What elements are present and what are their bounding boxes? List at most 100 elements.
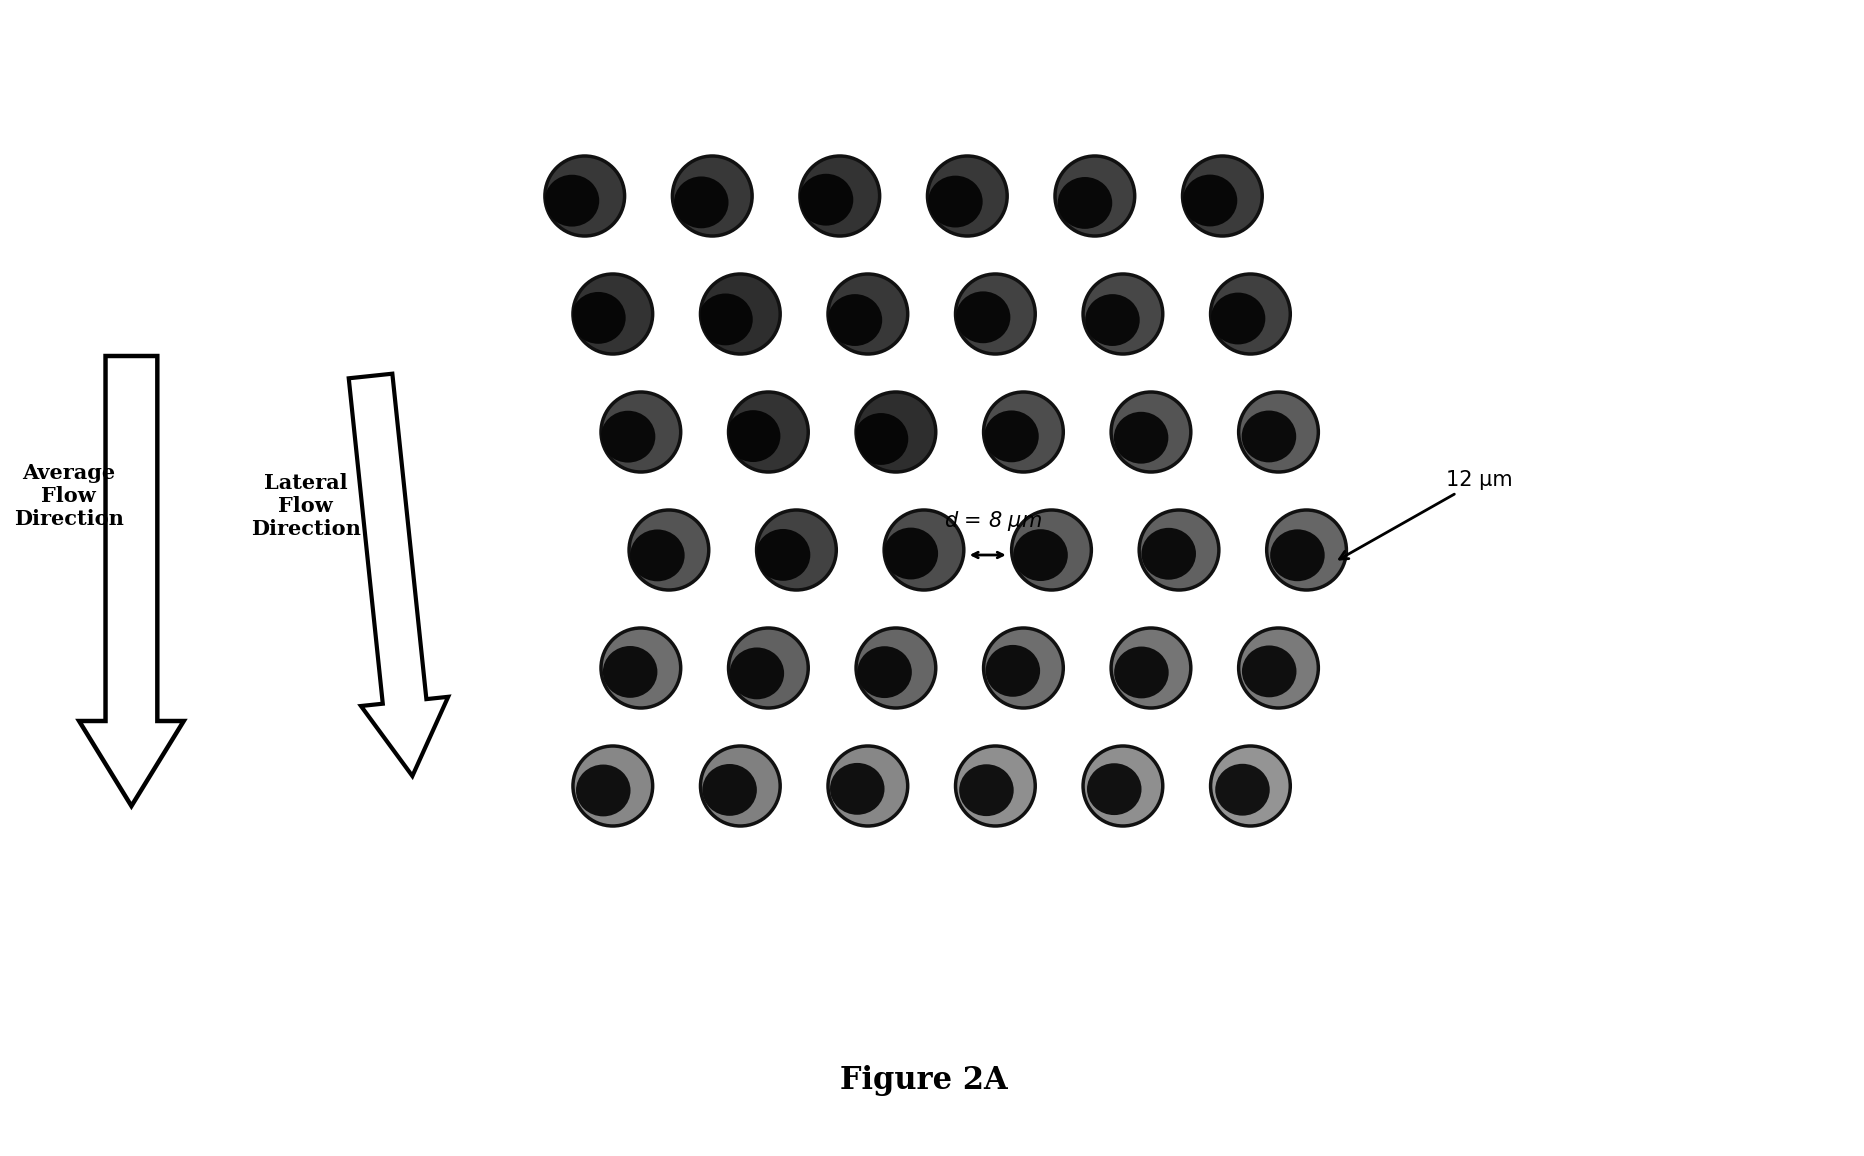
Text: Average
Flow
Direction: Average Flow Direction [13, 462, 123, 529]
Ellipse shape [757, 510, 837, 590]
Ellipse shape [673, 156, 751, 236]
Ellipse shape [828, 274, 908, 354]
Ellipse shape [1111, 392, 1191, 472]
Text: Figure 2A: Figure 2A [839, 1066, 1007, 1097]
Ellipse shape [857, 646, 911, 698]
Ellipse shape [928, 156, 1007, 236]
Ellipse shape [1057, 177, 1113, 229]
Ellipse shape [1212, 292, 1266, 344]
Ellipse shape [960, 764, 1014, 816]
Ellipse shape [856, 392, 936, 472]
Ellipse shape [1241, 645, 1297, 697]
Ellipse shape [884, 527, 938, 579]
Ellipse shape [628, 510, 708, 590]
Ellipse shape [1115, 646, 1169, 698]
Ellipse shape [854, 413, 908, 465]
Ellipse shape [884, 510, 964, 590]
Ellipse shape [600, 410, 656, 462]
Ellipse shape [628, 510, 708, 590]
Ellipse shape [1184, 175, 1238, 227]
Ellipse shape [572, 746, 652, 827]
Ellipse shape [829, 763, 885, 815]
Ellipse shape [1269, 529, 1325, 581]
Ellipse shape [572, 274, 652, 354]
Ellipse shape [701, 274, 781, 354]
Ellipse shape [703, 764, 757, 816]
Ellipse shape [1210, 274, 1290, 354]
Ellipse shape [572, 274, 652, 354]
Ellipse shape [729, 392, 809, 472]
Ellipse shape [701, 746, 781, 827]
Ellipse shape [984, 628, 1062, 707]
Ellipse shape [800, 173, 854, 225]
Ellipse shape [675, 177, 729, 228]
Ellipse shape [984, 628, 1062, 707]
Ellipse shape [986, 645, 1040, 697]
Ellipse shape [1240, 392, 1318, 472]
Ellipse shape [544, 156, 624, 236]
Ellipse shape [600, 628, 680, 707]
Ellipse shape [1240, 628, 1318, 707]
Ellipse shape [1111, 628, 1191, 707]
Ellipse shape [1240, 392, 1318, 472]
Ellipse shape [956, 746, 1035, 827]
Ellipse shape [956, 291, 1010, 343]
Ellipse shape [729, 647, 785, 699]
Ellipse shape [1141, 528, 1197, 579]
Ellipse shape [884, 510, 964, 590]
Text: $d$ = 8 μm: $d$ = 8 μm [943, 509, 1042, 533]
Ellipse shape [600, 392, 680, 472]
Ellipse shape [984, 392, 1062, 472]
Ellipse shape [1210, 746, 1290, 827]
Ellipse shape [828, 294, 882, 346]
Ellipse shape [1083, 746, 1163, 827]
Ellipse shape [856, 628, 936, 707]
Ellipse shape [1055, 156, 1135, 236]
Ellipse shape [576, 764, 630, 816]
Ellipse shape [956, 746, 1035, 827]
Ellipse shape [828, 746, 908, 827]
FancyArrow shape [78, 356, 185, 806]
Ellipse shape [928, 176, 982, 228]
Ellipse shape [1210, 746, 1290, 827]
Ellipse shape [1083, 274, 1163, 354]
Ellipse shape [602, 646, 658, 698]
Ellipse shape [800, 156, 880, 236]
Ellipse shape [928, 156, 1007, 236]
Ellipse shape [1215, 764, 1269, 816]
FancyArrow shape [349, 373, 447, 776]
Ellipse shape [828, 746, 908, 827]
Ellipse shape [800, 156, 880, 236]
Ellipse shape [630, 529, 684, 581]
Ellipse shape [1139, 510, 1219, 590]
Ellipse shape [1111, 628, 1191, 707]
Ellipse shape [1139, 510, 1219, 590]
Ellipse shape [1012, 510, 1090, 590]
Ellipse shape [828, 274, 908, 354]
Ellipse shape [1241, 410, 1295, 462]
Ellipse shape [755, 529, 811, 580]
Ellipse shape [1087, 763, 1141, 815]
Ellipse shape [956, 274, 1035, 354]
Ellipse shape [729, 628, 809, 707]
Ellipse shape [699, 294, 753, 346]
Ellipse shape [1055, 156, 1135, 236]
Ellipse shape [984, 392, 1062, 472]
Ellipse shape [1111, 392, 1191, 472]
Ellipse shape [1115, 412, 1169, 464]
Ellipse shape [1240, 628, 1318, 707]
Ellipse shape [572, 746, 652, 827]
Ellipse shape [1014, 529, 1068, 581]
Ellipse shape [725, 410, 781, 462]
Ellipse shape [1182, 156, 1262, 236]
Ellipse shape [1085, 294, 1139, 346]
Ellipse shape [956, 274, 1035, 354]
Ellipse shape [856, 628, 936, 707]
Ellipse shape [1182, 156, 1262, 236]
Ellipse shape [856, 392, 936, 472]
Ellipse shape [544, 156, 624, 236]
Text: 12 μm: 12 μm [1340, 470, 1514, 560]
Ellipse shape [984, 410, 1038, 462]
Ellipse shape [544, 175, 598, 227]
Ellipse shape [570, 292, 626, 343]
